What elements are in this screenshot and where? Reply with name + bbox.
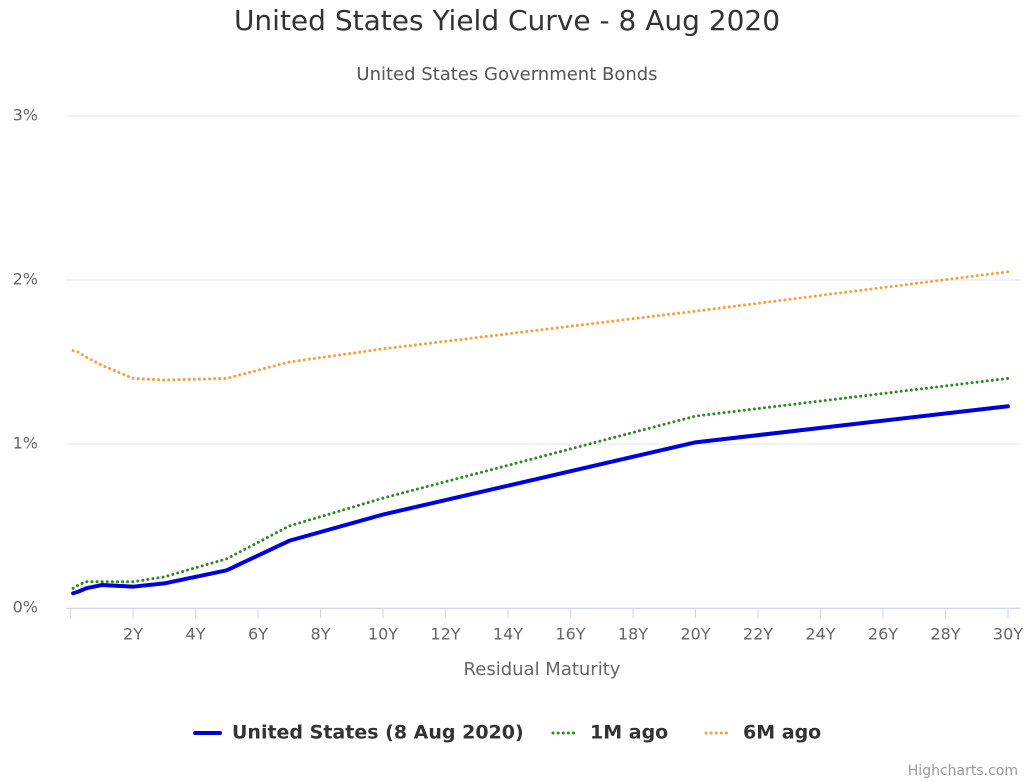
- x-tick-label: 20Y: [680, 625, 710, 644]
- x-tick-label: 14Y: [493, 625, 523, 644]
- x-tick-label: 28Y: [930, 625, 960, 644]
- x-tick-label: 4Y: [186, 625, 206, 644]
- chart-title: United States Yield Curve - 8 Aug 2020: [234, 4, 780, 37]
- x-tick-label: 16Y: [555, 625, 585, 644]
- y-tick-label: 0%: [13, 598, 38, 617]
- y-tick-label: 1%: [13, 434, 38, 453]
- x-tick-label: 24Y: [805, 625, 835, 644]
- legend-label: 1M ago: [590, 722, 668, 744]
- x-axis-title: Residual Maturity: [464, 659, 621, 680]
- legend-label: 6M ago: [743, 722, 821, 744]
- x-tick-label: 26Y: [868, 625, 898, 644]
- y-tick-label: 3%: [13, 106, 38, 125]
- x-tick-label: 8Y: [311, 625, 331, 644]
- credits: Highcharts.com: [908, 763, 1018, 779]
- chart-subtitle: United States Government Bonds: [356, 64, 657, 85]
- x-tick-label: 22Y: [743, 625, 773, 644]
- x-tick-label: 18Y: [618, 625, 648, 644]
- legend-label: United States (8 Aug 2020): [232, 722, 524, 744]
- x-tick-label: 6Y: [248, 625, 268, 644]
- y-tick-label: 2%: [13, 270, 38, 289]
- series-line: [71, 270, 1010, 382]
- x-tick-label: 12Y: [430, 625, 460, 644]
- series-line: [71, 404, 1010, 596]
- x-tick-label: 10Y: [368, 625, 398, 644]
- series-line: [71, 376, 1010, 590]
- x-tick-label: 2Y: [123, 625, 143, 644]
- x-tick-label: 30Y: [993, 625, 1023, 644]
